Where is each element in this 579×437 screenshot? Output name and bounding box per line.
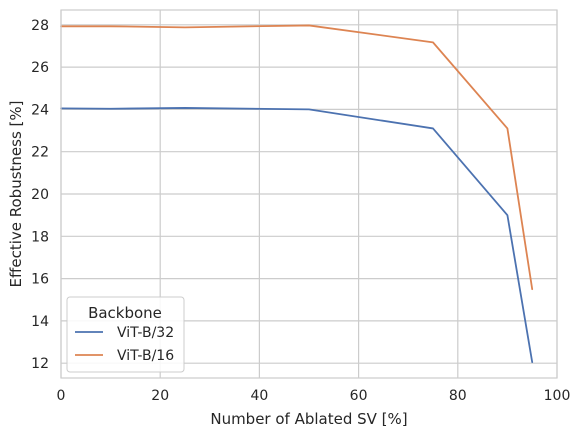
y-tick-label: 26 <box>31 60 49 76</box>
y-tick-label: 24 <box>31 102 49 118</box>
y-tick-label: 28 <box>31 18 49 34</box>
x-tick-label: 40 <box>250 388 268 404</box>
x-tick-label: 100 <box>544 388 571 404</box>
x-tick-label: 60 <box>350 388 368 404</box>
series-line-2 <box>60 24 534 291</box>
y-tick-label: 22 <box>31 145 49 161</box>
y-tick-label: 16 <box>31 272 49 288</box>
y-axis-label: Effective Robustness [%] <box>7 101 25 288</box>
x-tick-label: 80 <box>449 388 467 404</box>
legend-label: ViT-B/32 <box>117 325 174 341</box>
series-lines <box>60 24 534 364</box>
plot-frame <box>60 9 558 379</box>
y-tick-labels: 12 14 16 18 20 22 24 26 28 <box>31 18 49 372</box>
legend-box <box>66 296 185 373</box>
y-tick-label: 18 <box>31 229 49 245</box>
y-tick-label: 12 <box>31 356 49 372</box>
series-line-1 <box>60 107 534 364</box>
x-tick-labels: 0 20 40 60 80 100 <box>57 388 571 404</box>
x-tick-label: 0 <box>57 388 66 404</box>
y-tick-label: 14 <box>31 314 49 330</box>
legend: Backbone ViT-B/32 ViT-B/16 <box>66 296 185 373</box>
legend-title: Backbone <box>88 304 162 322</box>
x-tick-label: 20 <box>151 388 169 404</box>
legend-label: ViT-B/16 <box>117 348 174 364</box>
y-tick-label: 20 <box>31 187 49 203</box>
x-axis-label: Number of Ablated SV [%] <box>210 410 407 428</box>
